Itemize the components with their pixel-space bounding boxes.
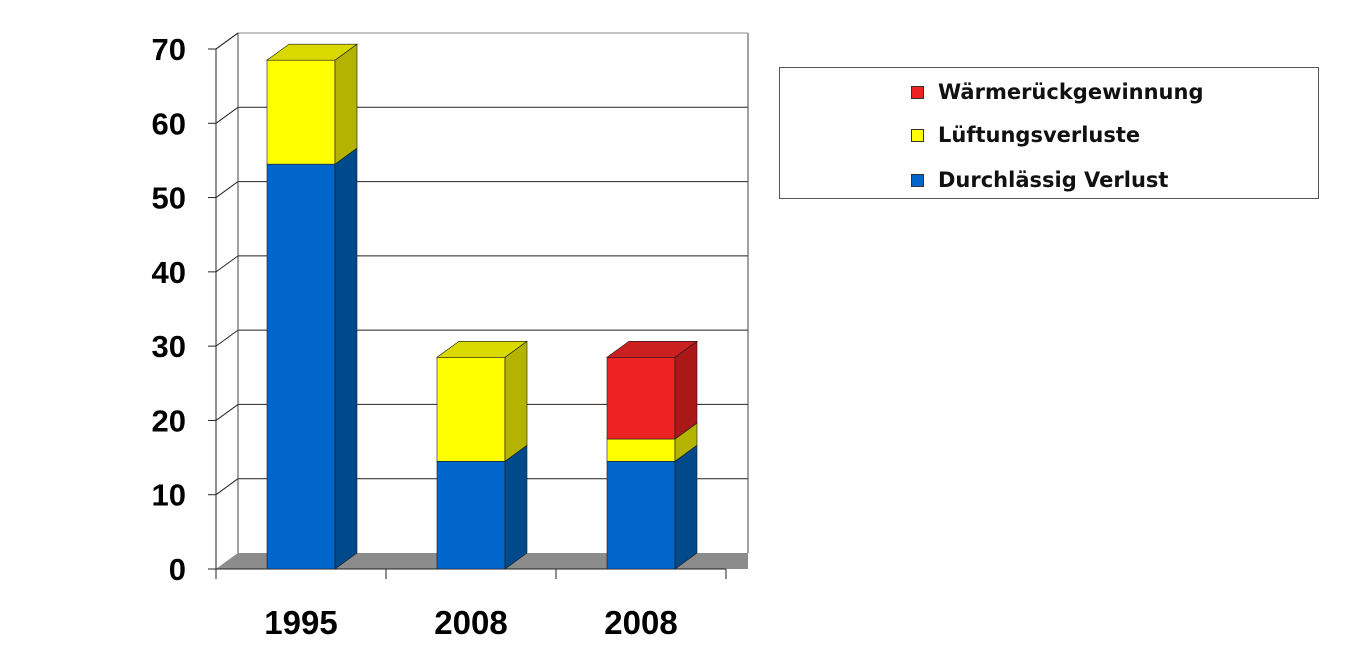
gridline-side bbox=[215, 106, 239, 124]
y-tick-label: 30 bbox=[152, 329, 186, 364]
x-category-label: 2008 bbox=[434, 604, 507, 641]
legend-item-lueftungsverluste: Lüftungsverluste bbox=[911, 123, 1140, 147]
y-tick-label: 50 bbox=[152, 181, 186, 216]
bars-layer bbox=[266, 43, 698, 570]
y-tick-label: 70 bbox=[152, 32, 186, 67]
y-tick-label: 60 bbox=[152, 106, 186, 141]
gridline-side bbox=[215, 478, 239, 496]
gridline-side bbox=[215, 329, 239, 347]
bar-segment-side bbox=[674, 444, 698, 570]
bar-segment-side bbox=[504, 340, 528, 462]
bar-segment bbox=[266, 59, 336, 165]
y-tick-label: 20 bbox=[152, 403, 186, 438]
x-category-label: 1995 bbox=[264, 604, 337, 641]
y-tick-label: 0 bbox=[169, 552, 186, 587]
bar-segment bbox=[266, 163, 336, 570]
bar-segment bbox=[436, 460, 506, 570]
y-tick-label: 10 bbox=[152, 478, 186, 513]
legend-label: Lüftungsverluste bbox=[938, 123, 1141, 147]
legend-item-waermerueckgewinnung: Wärmerückgewinnung bbox=[911, 80, 1204, 104]
gridline-side bbox=[215, 255, 239, 273]
gridline-side bbox=[215, 181, 239, 198]
bar-segment-side bbox=[504, 444, 528, 570]
legend-swatch-blue bbox=[911, 173, 924, 187]
gridline-side bbox=[215, 404, 239, 421]
legend-label: Wärmerückgewinnung bbox=[938, 80, 1204, 104]
bar-segment bbox=[606, 356, 676, 440]
bar-segment bbox=[436, 356, 506, 462]
bar-segment-side bbox=[674, 340, 698, 440]
y-axis-top-edge bbox=[215, 32, 239, 50]
legend: Wärmerückgewinnung Lüftungsverluste Durc… bbox=[779, 67, 1319, 199]
legend-swatch-yellow bbox=[911, 128, 924, 142]
labels-layer: 0 10 20 30 40 50 60 70 1995 2008 2008 bbox=[152, 32, 678, 641]
bar-segment bbox=[606, 460, 676, 570]
bar-segment-top bbox=[436, 340, 528, 358]
legend-label: Durchlässig Verlust bbox=[938, 168, 1169, 192]
bar-segment bbox=[606, 438, 676, 462]
x-category-label: 2008 bbox=[604, 604, 677, 641]
y-tick-label: 40 bbox=[152, 255, 186, 290]
legend-item-durchlaessig-verlust: Durchlässig Verlust bbox=[911, 168, 1168, 192]
bar-segment-top bbox=[266, 43, 358, 61]
bar-segment-side bbox=[334, 147, 358, 570]
bar-segment-top bbox=[606, 340, 698, 358]
legend-swatch-red bbox=[911, 85, 924, 99]
bar-segment-side bbox=[334, 43, 358, 165]
